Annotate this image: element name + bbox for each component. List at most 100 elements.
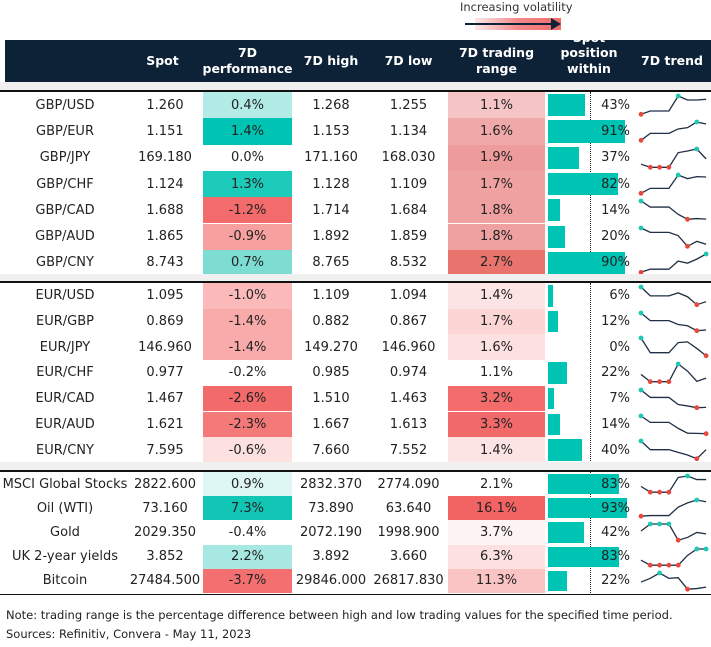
position-bar xyxy=(548,172,618,196)
low-cell: 1.463 xyxy=(389,391,428,407)
low-cell: 26817.830 xyxy=(373,573,444,589)
high-cell: 1.153 xyxy=(312,123,350,139)
trend-line xyxy=(640,572,707,590)
performance-cell: -3.7% xyxy=(203,568,292,593)
trend-line xyxy=(640,475,707,493)
trend-sparkline xyxy=(638,310,707,333)
trend-min-marker xyxy=(703,353,709,359)
spot-cell: 169.180 xyxy=(138,150,192,166)
position-percent: 83% xyxy=(601,549,630,565)
position-percent: 83% xyxy=(601,476,630,492)
low-cell: 146.960 xyxy=(381,339,436,355)
spot-cell: 1.688 xyxy=(146,202,184,218)
group-rule xyxy=(0,90,711,92)
trend-sparkline xyxy=(638,438,707,462)
table-row: MSCI Global Stocks 2822.600 0.9% 2832.370 27… xyxy=(0,472,711,497)
trend-max-marker xyxy=(638,438,644,444)
position-percent: 0% xyxy=(609,339,630,355)
low-cell: 1998.900 xyxy=(377,524,440,540)
position-bar xyxy=(548,439,582,461)
spot-cell: 1.467 xyxy=(146,391,184,407)
trend-line xyxy=(640,95,707,115)
trend-min-marker xyxy=(657,489,662,495)
header-low: 7D low xyxy=(384,53,433,69)
trend-sparkline xyxy=(638,172,707,196)
trend-line xyxy=(640,440,707,460)
performance-cell: -1.4% xyxy=(203,308,292,335)
range-cell: 1.8% xyxy=(448,223,545,250)
position-percent: 14% xyxy=(601,202,630,218)
row-name: GBP/CAD xyxy=(35,202,95,218)
row-name: EUR/JPY xyxy=(39,339,91,355)
row-name: GBP/CHF xyxy=(36,176,94,192)
position-percent: 42% xyxy=(601,524,630,540)
trend-line xyxy=(640,389,707,409)
trend-min-marker xyxy=(647,379,653,385)
spot-cell: 7.595 xyxy=(146,442,184,458)
trend-min-marker xyxy=(647,489,653,495)
low-cell: 1.255 xyxy=(389,97,428,113)
trend-max-marker xyxy=(638,225,644,230)
trend-min-marker xyxy=(685,586,690,592)
range-cell: 2.1% xyxy=(448,472,545,497)
table-row: GBP/CAD 1.688 -1.2% 1.714 1.684 1.8% 14% xyxy=(0,197,711,224)
trend-min-marker xyxy=(675,562,681,568)
row-name: Bitcoin xyxy=(42,573,88,589)
table-row: EUR/AUD 1.621 -2.3% 1.667 1.613 3.3% 14% xyxy=(0,411,711,438)
range-cell: 6.3% xyxy=(448,544,545,569)
spot-cell: 146.960 xyxy=(138,339,192,355)
high-cell: 2832.370 xyxy=(299,476,363,492)
high-cell: 1.268 xyxy=(312,97,350,113)
table-row: UK 2-year yields 3.852 2.2% 3.892 3.660 6.3% 8… xyxy=(0,544,711,569)
range-cell: 1.4% xyxy=(448,283,545,309)
group-separator xyxy=(0,82,711,90)
position-percent: 93% xyxy=(601,500,630,516)
trend-max-marker xyxy=(638,387,644,393)
trend-sparkline xyxy=(638,413,709,436)
position-bar xyxy=(548,362,567,384)
spot-cell: 27484.500 xyxy=(129,573,201,589)
trend-line xyxy=(640,499,707,518)
low-cell: 1.859 xyxy=(389,229,428,245)
spot-cell: 1.151 xyxy=(146,123,184,139)
table-row: EUR/USD 1.095 -1.0% 1.109 1.094 1.4% 6% xyxy=(0,283,711,309)
range-cell: 3.2% xyxy=(448,385,545,412)
position-bar xyxy=(548,413,560,436)
trend-sparkline xyxy=(640,473,707,495)
table-row: GBP/AUD 1.865 -0.9% 1.892 1.859 1.8% 20% xyxy=(0,223,711,250)
low-cell: 1.109 xyxy=(389,176,428,192)
header-spot: Spot xyxy=(146,53,179,69)
position-percent: 91% xyxy=(601,123,630,139)
spot-cell: 1.124 xyxy=(146,176,184,192)
trend-max-marker xyxy=(694,497,700,503)
row-name: GBP/CNY xyxy=(36,255,94,271)
table-row: Bitcoin 27484.500 -3.7% 29846.000 26817.830 1… xyxy=(0,568,711,593)
row-name: GBP/JPY xyxy=(39,150,91,166)
row-name: Oil (WTI) xyxy=(36,500,94,516)
row-name: GBP/EUR xyxy=(36,123,94,139)
low-cell: 2774.090 xyxy=(377,476,440,492)
high-cell: 1.714 xyxy=(312,202,350,218)
trend-line xyxy=(640,286,707,306)
range-cell: 2.7% xyxy=(448,249,545,277)
position-percent: 40% xyxy=(601,442,630,458)
trend-min-marker xyxy=(638,190,644,196)
low-cell: 8.532 xyxy=(389,255,428,271)
header-high: 7D high xyxy=(303,53,359,69)
trend-line xyxy=(640,226,707,247)
group-separator xyxy=(0,462,711,470)
position-percent: 90% xyxy=(601,255,630,271)
performance-cell: -0.2% xyxy=(203,360,292,386)
position-percent: 7% xyxy=(609,391,630,407)
position-percent: 22% xyxy=(601,365,630,381)
high-cell: 1.667 xyxy=(312,416,350,432)
spot-cell: 0.977 xyxy=(146,365,184,381)
trend-sparkline xyxy=(638,119,707,143)
position-bar xyxy=(548,225,565,248)
low-cell: 0.974 xyxy=(389,365,428,381)
trend-sparkline xyxy=(640,521,707,543)
header-range: 7D trading range xyxy=(458,45,535,76)
trend-min-marker xyxy=(685,217,690,222)
trend-max-marker xyxy=(694,546,700,551)
table-bottom-rule xyxy=(0,594,711,595)
